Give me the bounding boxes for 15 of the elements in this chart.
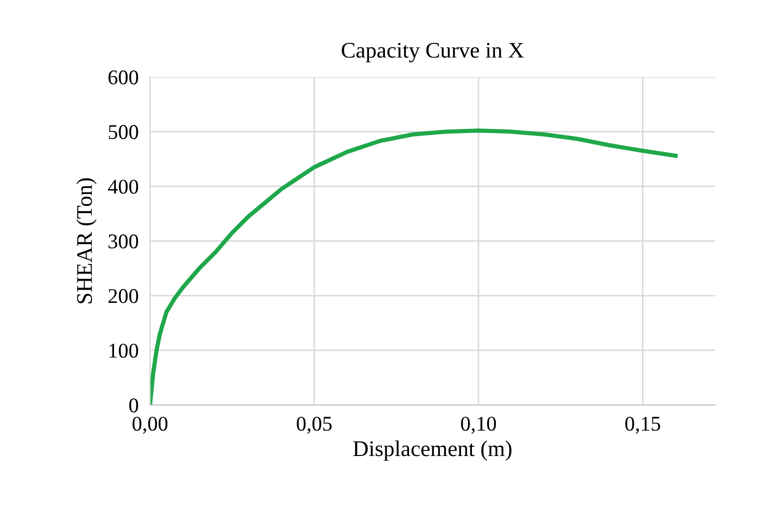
y-tick-label: 100 (109, 344, 138, 358)
y-tick-label: 600 (108, 70, 138, 84)
line-series (150, 128, 678, 405)
y-tick-label: 500 (108, 125, 138, 140)
y-tick-label: 0 (129, 398, 138, 412)
x-tick-label: 0,15 (625, 416, 660, 434)
x-axis-title: Displacement (m) (353, 440, 512, 461)
y-tick-label: 200 (108, 289, 138, 304)
y-tick-label: 400 (108, 180, 138, 194)
chart-title: Capacity Curve in X (342, 42, 524, 62)
x-tick-label: 0,05 (296, 416, 332, 434)
y-axis-title: SHEAR (Ton) (76, 178, 97, 304)
x-tick-label: 0,00 (132, 416, 168, 434)
y-tick-label: 300 (108, 234, 138, 248)
x-tick-label: 0,10 (461, 416, 496, 434)
